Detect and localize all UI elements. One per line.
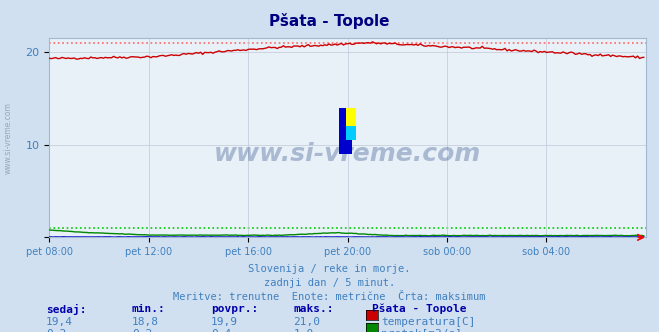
Text: 19,9: 19,9	[211, 317, 238, 327]
Text: Meritve: trenutne  Enote: metrične  Črta: maksimum: Meritve: trenutne Enote: metrične Črta: …	[173, 292, 486, 302]
Text: www.si-vreme.com: www.si-vreme.com	[3, 102, 12, 174]
Text: 0,4: 0,4	[211, 329, 231, 332]
Text: www.si-vreme.com: www.si-vreme.com	[214, 142, 481, 166]
Bar	[345, 108, 356, 126]
Text: sedaj:: sedaj:	[46, 304, 86, 315]
Text: 19,4: 19,4	[46, 317, 73, 327]
Text: Pšata - Topole: Pšata - Topole	[270, 13, 389, 29]
Text: 0,2: 0,2	[46, 329, 67, 332]
Text: min.:: min.:	[132, 304, 165, 314]
Text: 0,2: 0,2	[132, 329, 152, 332]
Bar	[345, 108, 356, 140]
Text: maks.:: maks.:	[293, 304, 333, 314]
Text: 21,0: 21,0	[293, 317, 320, 327]
Text: pretok[m3/s]: pretok[m3/s]	[381, 329, 462, 332]
Text: temperatura[C]: temperatura[C]	[381, 317, 475, 327]
Text: Pšata - Topole: Pšata - Topole	[372, 304, 467, 314]
Text: povpr.:: povpr.:	[211, 304, 258, 314]
Text: 1,0: 1,0	[293, 329, 314, 332]
Bar	[339, 108, 352, 154]
Text: zadnji dan / 5 minut.: zadnji dan / 5 minut.	[264, 278, 395, 288]
Text: 18,8: 18,8	[132, 317, 159, 327]
Text: Slovenija / reke in morje.: Slovenija / reke in morje.	[248, 264, 411, 274]
